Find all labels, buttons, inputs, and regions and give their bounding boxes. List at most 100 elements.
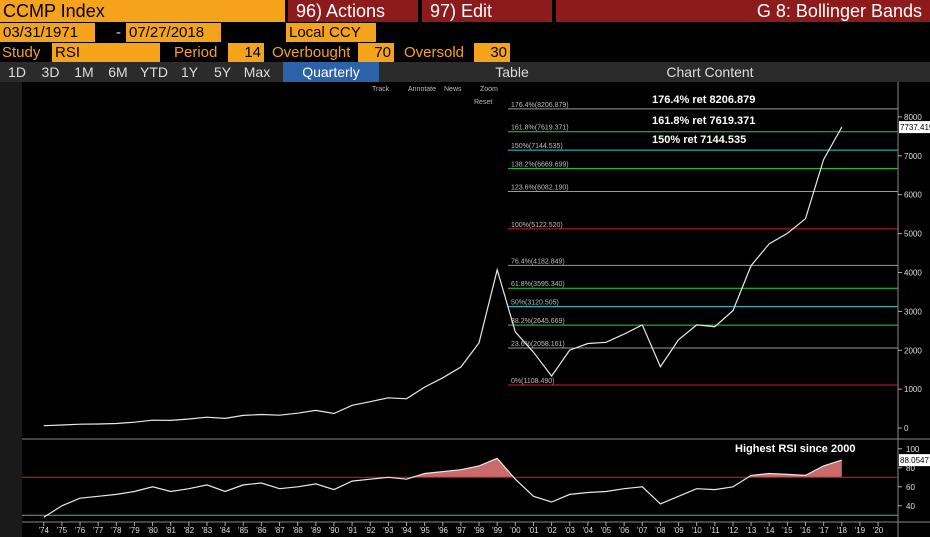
x-tick-label: '84 (220, 526, 231, 535)
chart-content[interactable]: Chart Content (666, 64, 754, 80)
y-tick-label: 80 (906, 464, 915, 473)
start-date[interactable]: 03/31/1971 (0, 23, 95, 42)
x-tick-label: '91 (347, 526, 358, 535)
x-tick-label: '13 (746, 526, 757, 535)
x-tick-label: '18 (837, 526, 848, 535)
range-tab[interactable]: 3D (41, 64, 60, 80)
x-tick-label: '10 (691, 526, 702, 535)
chart-button[interactable]: News (444, 86, 462, 93)
y-tick-label: 2000 (904, 346, 922, 355)
x-tick-label: '93 (383, 526, 394, 535)
fib-label: 0%(1108.490) (511, 378, 554, 385)
x-tick-label: '77 (93, 526, 104, 535)
chart-button[interactable]: Reset (474, 99, 492, 106)
range-tab[interactable]: 1D (8, 64, 26, 80)
x-tick-label: '74 (39, 526, 50, 535)
tab-bar (0, 62, 930, 82)
y-tick-label: 40 (906, 502, 915, 511)
overbought-fill (43, 458, 842, 478)
y-tick-label: 8000 (904, 113, 922, 122)
x-tick-label: '12 (728, 526, 739, 535)
table-button[interactable]: Table (495, 64, 529, 80)
period-label: Period (174, 44, 218, 61)
oversold[interactable]: 30 (474, 43, 510, 62)
y-tick-label: 4000 (904, 268, 922, 277)
range-tab[interactable]: 1M (74, 64, 94, 80)
end-date[interactable]: 07/27/2018 (126, 23, 221, 42)
function-title: G 8: Bollinger Bands (556, 0, 930, 22)
x-tick-label: '07 (637, 526, 648, 535)
x-tick-label: '99 (492, 526, 503, 535)
annotation: 176.4% ret 8206.879 (652, 94, 755, 106)
overbought[interactable]: 70 (358, 43, 394, 62)
rsi-annotation: Highest RSI since 2000 (735, 443, 855, 455)
chart-button[interactable]: Zoom (480, 86, 498, 93)
y-tick-label: 100 (906, 445, 920, 454)
x-tick-label: '83 (202, 526, 213, 535)
x-tick-label: '04 (583, 526, 594, 535)
y-tick-label: 3000 (904, 307, 922, 316)
range-tab[interactable]: 6M (108, 64, 128, 80)
fib-label: 50%(3120.505) (511, 300, 559, 307)
fib-label: 23.6%(2058.161) (511, 341, 565, 348)
fib-label: 100%(5122.520) (511, 222, 563, 229)
fib-label: 38.2%(2645.669) (511, 318, 565, 325)
x-tick-label: '82 (184, 526, 195, 535)
fib-label: 76.4%(4182.849) (511, 258, 565, 265)
x-tick-label: '15 (782, 526, 793, 535)
x-tick-label: '95 (419, 526, 430, 535)
range-tab[interactable]: 1Y (180, 64, 199, 80)
fib-label: 161.8%(7619.371) (511, 125, 569, 132)
x-tick-label: '06 (619, 526, 630, 535)
x-tick-label: '14 (764, 526, 775, 535)
x-tick-label: '85 (238, 526, 249, 535)
actions-menu[interactable]: 96) Actions (288, 0, 418, 22)
x-tick-label: '17 (818, 526, 829, 535)
y-tick-label: 60 (906, 483, 915, 492)
range-tab[interactable]: Max (243, 64, 271, 80)
x-tick-label: '81 (166, 526, 177, 535)
x-tick-label: '86 (256, 526, 267, 535)
study-label: Study (2, 44, 41, 61)
y-tick-label: 5000 (904, 230, 922, 239)
rsi-line (43, 457, 842, 518)
x-tick-label: '78 (111, 526, 122, 535)
frequency[interactable]: Quarterly (283, 62, 379, 82)
x-tick-label: '94 (401, 526, 412, 535)
x-tick-label: '09 (673, 526, 684, 535)
side-toolbar (0, 82, 22, 537)
annotation: 150% ret 7144.535 (652, 134, 746, 146)
x-tick-label: '03 (565, 526, 576, 535)
x-tick-label: '98 (474, 526, 485, 535)
last-rsi: 88.0547 (900, 456, 929, 465)
x-tick-label: '96 (438, 526, 449, 535)
y-tick-label: 6000 (904, 191, 922, 200)
y-tick-label: 0 (904, 424, 909, 433)
y-tick-label: 7000 (904, 152, 922, 161)
edit-menu[interactable]: 97) Edit (422, 0, 552, 22)
x-tick-label: '79 (129, 526, 140, 535)
fib-label: 150%(7144.535) (511, 143, 563, 150)
security[interactable]: CCMP Index (0, 0, 285, 22)
fib-label: 61.8%(3595.340) (511, 281, 565, 288)
y-tick-label: 1000 (904, 385, 922, 394)
currency[interactable]: Local CCY (286, 23, 376, 42)
x-tick-label: '97 (456, 526, 467, 535)
x-tick-label: '11 (710, 526, 720, 535)
study[interactable]: RSI (52, 43, 160, 62)
annotation: 161.8% ret 7619.371 (652, 115, 755, 127)
chart-button[interactable]: Track (372, 86, 390, 93)
x-tick-label: '90 (329, 526, 340, 535)
range-tab[interactable]: 5Y (213, 64, 232, 80)
x-tick-label: '92 (365, 526, 376, 535)
fib-label: 138.2%(6669.699) (511, 162, 569, 169)
period[interactable]: 14 (228, 43, 264, 62)
x-tick-label: '89 (311, 526, 322, 535)
x-tick-label: '02 (546, 526, 557, 535)
last-price-box (899, 121, 930, 134)
overbought-label: Overbought (272, 44, 351, 61)
chart-button[interactable]: Annotate (408, 86, 436, 93)
range-tab[interactable]: YTD (140, 64, 168, 80)
